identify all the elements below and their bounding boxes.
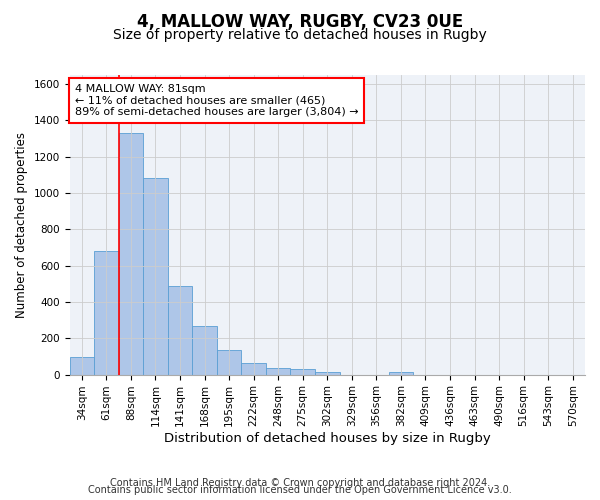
- X-axis label: Distribution of detached houses by size in Rugby: Distribution of detached houses by size …: [164, 432, 491, 445]
- Text: 4, MALLOW WAY, RUGBY, CV23 0UE: 4, MALLOW WAY, RUGBY, CV23 0UE: [137, 12, 463, 30]
- Bar: [94, 251, 119, 374]
- Bar: [290, 369, 315, 374]
- Text: 4 MALLOW WAY: 81sqm
← 11% of detached houses are smaller (465)
89% of semi-detac: 4 MALLOW WAY: 81sqm ← 11% of detached ho…: [74, 84, 358, 117]
- Bar: [217, 350, 241, 374]
- Bar: [192, 326, 217, 374]
- Bar: [389, 372, 413, 374]
- Bar: [70, 358, 94, 374]
- Bar: [143, 178, 168, 374]
- Bar: [315, 372, 340, 374]
- Text: Contains HM Land Registry data © Crown copyright and database right 2024.: Contains HM Land Registry data © Crown c…: [110, 478, 490, 488]
- Bar: [168, 286, 192, 374]
- Bar: [241, 363, 266, 374]
- Text: Contains public sector information licensed under the Open Government Licence v3: Contains public sector information licen…: [88, 485, 512, 495]
- Text: Size of property relative to detached houses in Rugby: Size of property relative to detached ho…: [113, 28, 487, 42]
- Y-axis label: Number of detached properties: Number of detached properties: [15, 132, 28, 318]
- Bar: [266, 368, 290, 374]
- Bar: [119, 133, 143, 374]
